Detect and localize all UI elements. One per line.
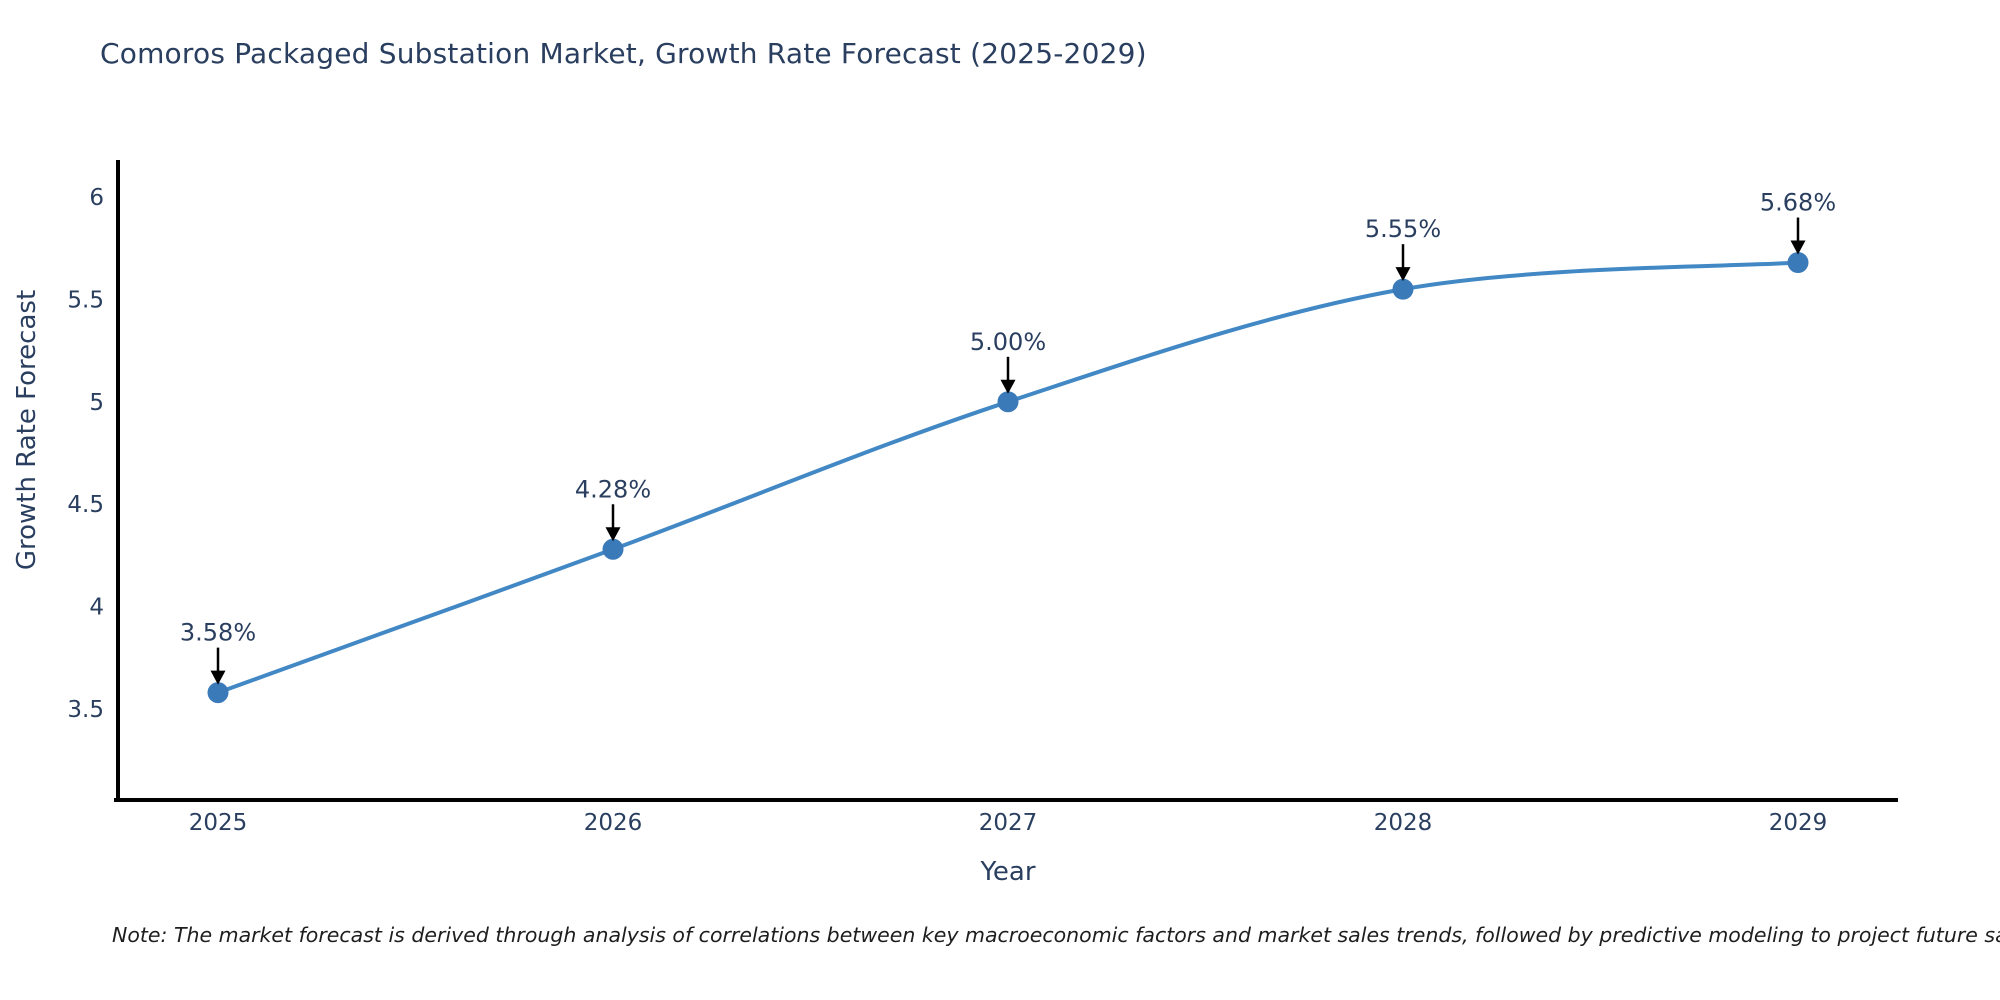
x-tick-label: 2025: [189, 810, 248, 836]
annotation-label: 5.55%: [1365, 215, 1441, 243]
y-tick-label: 6: [89, 185, 104, 211]
y-tick-label: 5: [89, 390, 104, 416]
annotation-arrowhead-icon: [1395, 267, 1411, 282]
y-tick-label: 5.5: [67, 287, 104, 313]
footnote: Note: The market forecast is derived thr…: [112, 923, 2000, 947]
x-tick-label: 2028: [1374, 810, 1433, 836]
y-axis-title: Growth Rate Forecast: [12, 289, 42, 571]
annotation-label: 3.58%: [180, 619, 256, 647]
data-point-marker: [1787, 252, 1809, 274]
y-tick-label: 4.5: [67, 492, 104, 518]
x-tick-label: 2026: [584, 810, 643, 836]
annotation-arrowhead-icon: [1000, 379, 1016, 394]
y-tick-label: 4: [89, 595, 104, 621]
annotation-arrowhead-icon: [1790, 240, 1806, 255]
data-point-marker: [997, 391, 1019, 413]
x-tick-label: 2027: [979, 810, 1038, 836]
data-point-marker: [207, 682, 229, 704]
chart-title: Comoros Packaged Substation Market, Grow…: [100, 36, 1147, 70]
data-point-marker: [602, 538, 624, 560]
annotation-label: 5.00%: [970, 328, 1046, 356]
x-axis-title: Year: [980, 857, 1036, 887]
annotation-arrowhead-icon: [605, 527, 621, 542]
annotation-label: 5.68%: [1760, 189, 1836, 217]
annotation-arrowhead-icon: [210, 670, 226, 685]
annotation-label: 4.28%: [575, 475, 651, 503]
y-tick-label: 3.5: [67, 697, 104, 723]
data-point-marker: [1392, 278, 1414, 300]
x-tick-label: 2029: [1769, 810, 1828, 836]
